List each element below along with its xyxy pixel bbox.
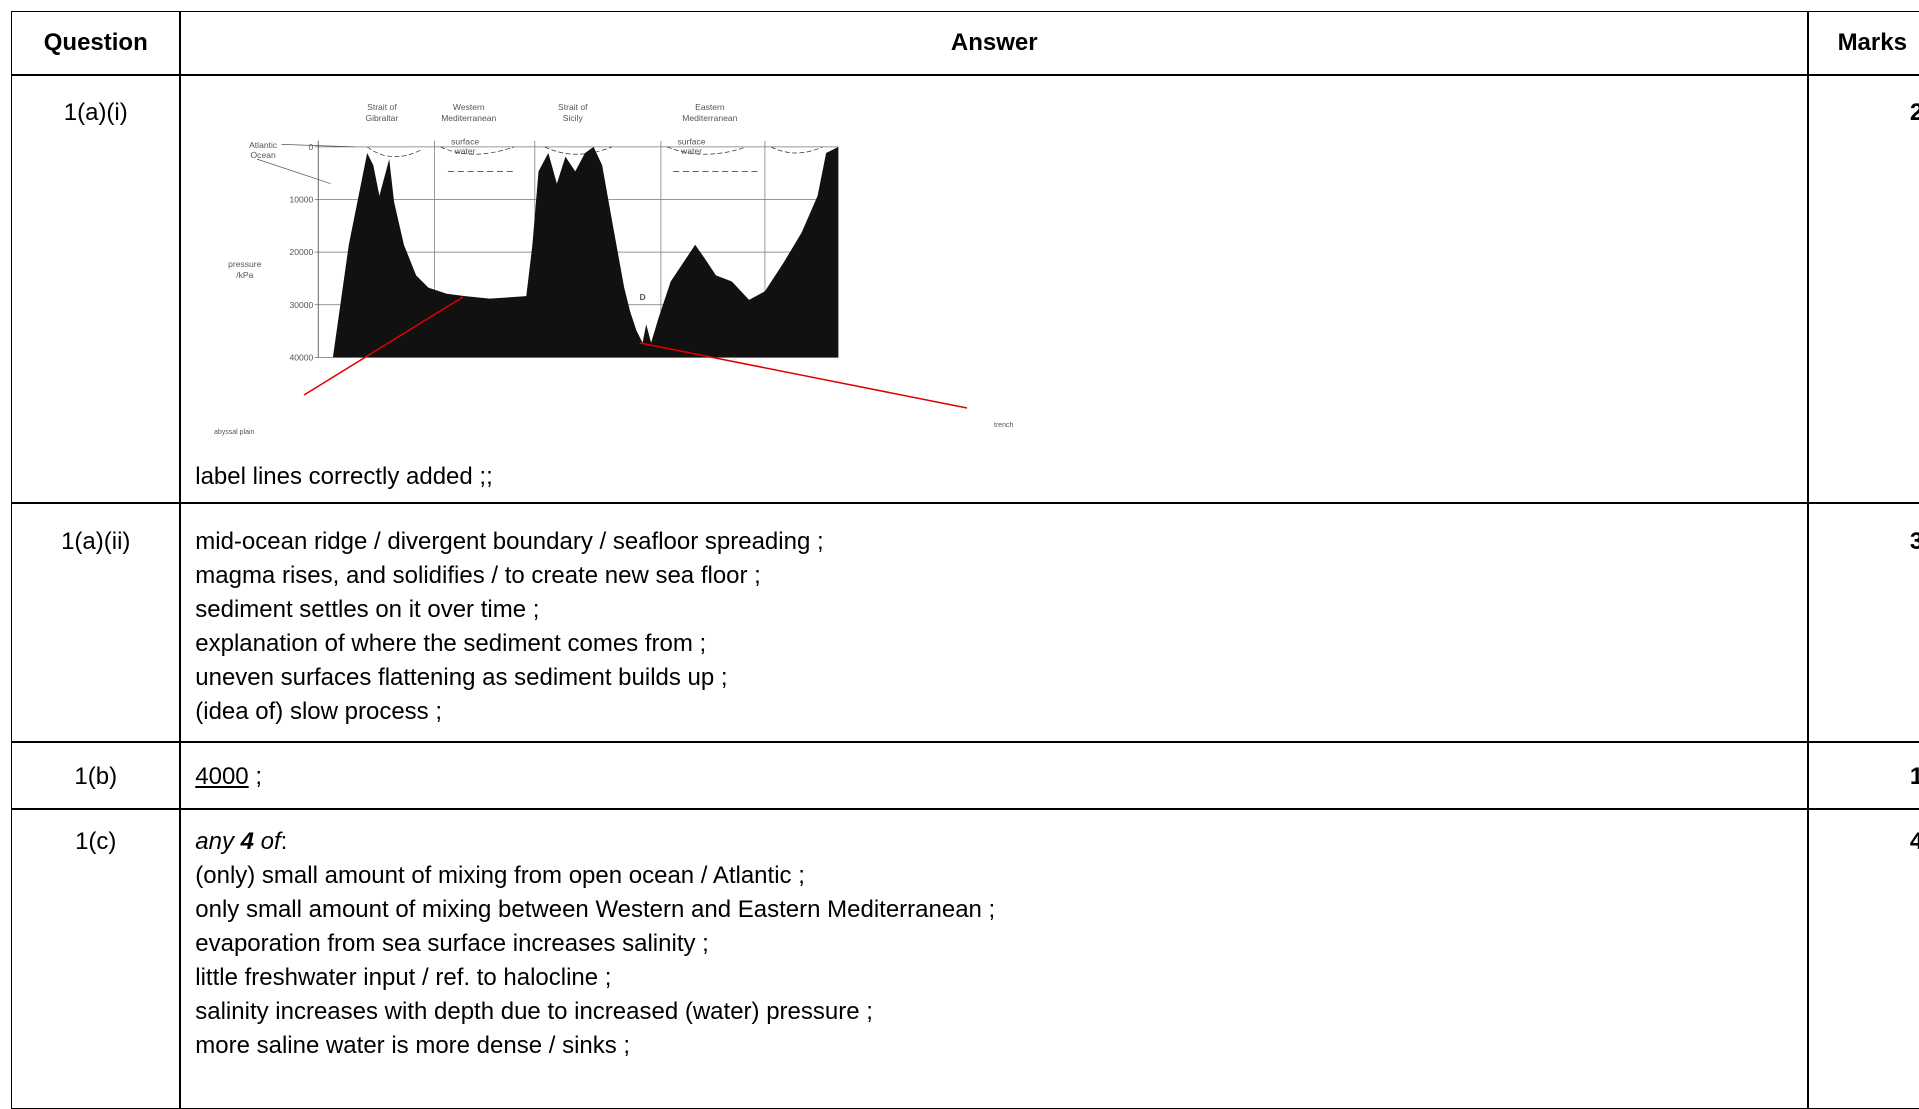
marks: 1 <box>1808 742 1919 809</box>
question: 1(b) <box>11 742 180 809</box>
question: 1(a)(i) <box>11 75 180 503</box>
answer-line: uneven surfaces flattening as sediment b… <box>195 661 1807 695</box>
answer: any 4 of:(only) small amount of mixing f… <box>180 809 1808 1109</box>
answer: mid-ocean ridge / divergent boundary / s… <box>180 503 1808 742</box>
answer-value: 4000 <box>195 763 248 790</box>
answer-line: mid-ocean ridge / divergent boundary / s… <box>195 525 1807 559</box>
answer-suffix: ; <box>255 763 262 790</box>
answer: label lines correctly added ;; <box>180 75 1808 503</box>
header-answer: Answer <box>180 11 1808 75</box>
question: 1(a)(ii) <box>11 503 180 742</box>
intro-word: any <box>195 828 234 855</box>
header-marks: Marks <box>1808 11 1919 75</box>
header-question: Question <box>11 11 180 75</box>
answer-line: salinity increases with depth due to inc… <box>195 995 1807 1029</box>
marks: 2 <box>1808 75 1919 503</box>
intro-number: 4 <box>241 828 254 855</box>
answer-intro: any 4 of: <box>195 825 1807 859</box>
answer-line: more saline water is more dense / sinks … <box>195 1029 1807 1063</box>
question: 1(c) <box>11 809 180 1109</box>
marks: 3 <box>1808 503 1919 742</box>
answer-line: only small amount of mixing between West… <box>195 893 1807 927</box>
answer-line: evaporation from sea surface increases s… <box>195 927 1807 961</box>
marks: 4 <box>1808 809 1919 1109</box>
intro-word: of <box>261 828 281 855</box>
answer-line: sediment settles on it over time ; <box>195 593 1807 627</box>
intro-colon: : <box>281 828 288 855</box>
answer-line: little freshwater input / ref. to halocl… <box>195 961 1807 995</box>
answer-line: (only) small amount of mixing from open … <box>195 859 1807 893</box>
answer-line: explanation of where the sediment comes … <box>195 627 1807 661</box>
answer-line: magma rises, and solidifies / to create … <box>195 559 1807 593</box>
answer-line: (idea of) slow process ; <box>195 695 1807 729</box>
answer-line: label lines correctly added ;; <box>195 460 1807 494</box>
answer: 4000 ; <box>180 742 1808 809</box>
page: Question Answer Marks 1(a)(i) label line… <box>0 0 1919 1071</box>
